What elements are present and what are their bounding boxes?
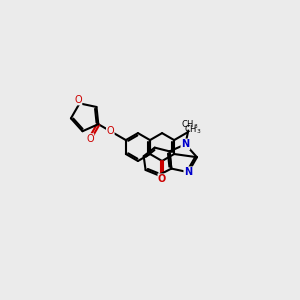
Text: O: O bbox=[158, 174, 166, 184]
Text: CH$_3$: CH$_3$ bbox=[181, 118, 198, 131]
Text: CH$_3$: CH$_3$ bbox=[184, 123, 201, 136]
Text: O: O bbox=[106, 126, 114, 136]
Text: N: N bbox=[184, 167, 192, 177]
Text: N: N bbox=[181, 139, 189, 149]
Text: O: O bbox=[74, 95, 82, 105]
Text: O: O bbox=[86, 134, 94, 144]
